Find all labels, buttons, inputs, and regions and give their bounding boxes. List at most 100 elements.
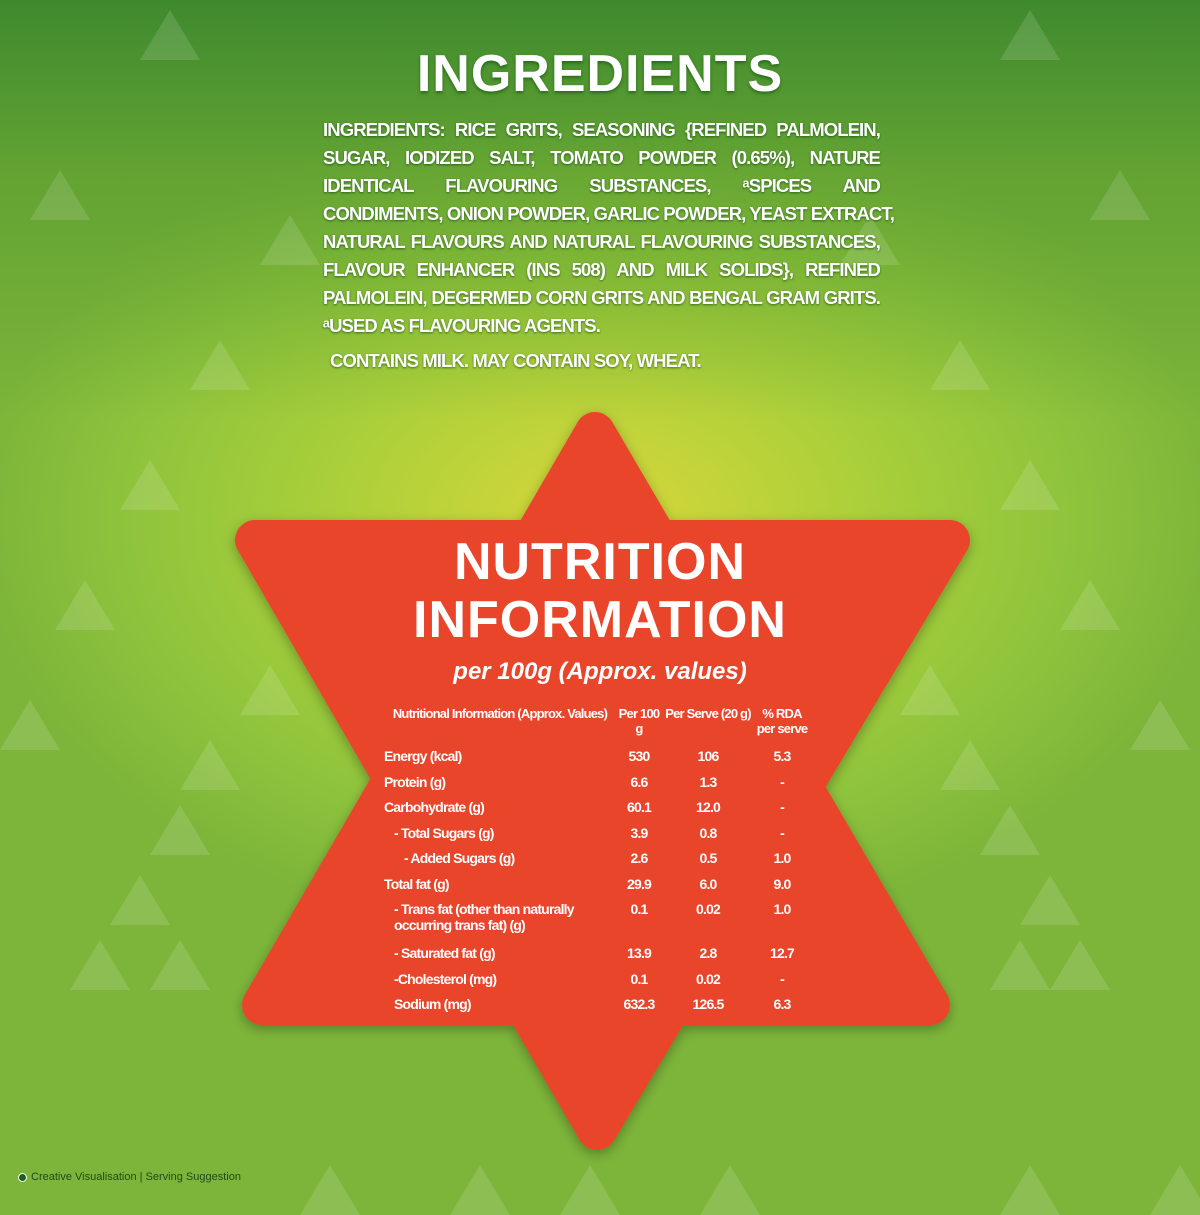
triangle-decoration [30, 170, 90, 220]
nutrition-title-line2: INFORMATION [413, 591, 787, 649]
nutrient-name: Sodium (mg) [394, 996, 472, 1012]
nutrient-value: 60.1 [626, 799, 652, 815]
nutrient-value: 0.5 [699, 850, 717, 866]
nutrient-value: - [780, 773, 785, 790]
table-row: -Cholesterol (mg) 0.1 0.02 - [384, 971, 810, 997]
ingredients-line: NATURAL FLAVOURS AND NATURAL FLAVOURING … [323, 231, 881, 252]
table-row: - Saturated fat (g) 13.9 2.8 12.7 [384, 945, 810, 971]
nutrient-value: 106 [697, 748, 720, 764]
nutrition-title-line1: NUTRITION [453, 533, 747, 591]
footer-note-text: Creative Visualisation | Serving Suggest… [31, 1171, 241, 1183]
table-row: Protein (g) 6.6 1.3 - [384, 774, 810, 800]
triangle-decoration [990, 940, 1050, 990]
triangle-decoration [1130, 700, 1190, 750]
nutrient-value: 1.0 [773, 850, 791, 866]
nutrient-name: - Total Sugars (g) [394, 824, 494, 841]
nutrient-value: 12.0 [695, 799, 721, 815]
nutrient-value: - [780, 824, 785, 841]
nutrition-subtitle: per 100g (Approx. values) [453, 658, 747, 685]
triangle-decoration [840, 215, 900, 265]
ingredients-line: FLAVOUR ENHANCER (INS 508) AND MILK SOLI… [323, 259, 881, 280]
nutrient-name: Protein (g) [384, 773, 446, 790]
triangle-decoration [55, 580, 115, 630]
nutrient-name: -Cholesterol (mg) [394, 970, 497, 987]
triangle-decoration [900, 665, 960, 715]
nutrient-value: 530 [628, 748, 651, 764]
nutrient-name: Total fat (g) [384, 875, 450, 892]
header-per-100g: Per 100 g [618, 706, 660, 736]
triangle-decoration [120, 460, 180, 510]
nutrient-value: 1.3 [699, 773, 717, 790]
ingredients-line: CONDIMENTS, ONION POWDER, GARLIC POWDER,… [323, 203, 895, 224]
bullet-icon [18, 1172, 27, 1182]
table-row: Sodium (mg) 632.3 126.5 6.3 [384, 996, 810, 1022]
nutrient-value: 12.7 [769, 945, 795, 961]
nutrient-value: 0.02 [695, 970, 721, 987]
nutrient-value: 126.5 [692, 996, 724, 1012]
nutrient-value: 632.3 [623, 996, 655, 1012]
nutrient-name: - Trans fat (other than naturally occurr… [394, 901, 575, 933]
ingredients-line: IDENTICAL FLAVOURING SUBSTANCES, ᵃSPICES… [323, 175, 881, 196]
triangle-decoration [940, 740, 1000, 790]
table-row: Total fat (g) 29.9 6.0 9.0 [384, 876, 810, 902]
nutrient-value: 0.8 [699, 824, 717, 841]
nutrient-value: 29.9 [626, 875, 652, 892]
nutrient-name: - Added Sugars (g) [404, 850, 515, 866]
table-row: - Trans fat (other than naturally occurr… [384, 901, 810, 945]
nutrient-value: 0.1 [630, 901, 648, 917]
triangle-decoration [1050, 940, 1110, 990]
nutrient-value: 6.3 [773, 996, 791, 1012]
ingredients-line: SUGAR, IODIZED SALT, TOMATO POWDER (0.65… [323, 147, 881, 168]
triangle-decoration [930, 340, 990, 390]
footer-note: Creative Visualisation | Serving Suggest… [18, 1171, 241, 1183]
nutrient-value: 5.3 [773, 748, 791, 764]
triangle-decoration [1020, 875, 1080, 925]
triangle-decoration [260, 215, 320, 265]
nutrition-table: Nutritional Information (Approx. Values)… [384, 706, 810, 1022]
nutrient-value: 13.9 [626, 945, 652, 961]
nutrient-value: - [780, 970, 785, 987]
nutrient-value: 3.9 [630, 824, 648, 841]
header-rda: % RDA per serve [756, 706, 808, 736]
background-shade [0, 0, 1200, 420]
ingredients-line: INGREDIENTS: RICE GRITS, SEASONING {REFI… [323, 119, 881, 140]
nutrient-value: 1.0 [773, 901, 791, 917]
triangle-decoration [1000, 460, 1060, 510]
triangle-decoration [1060, 580, 1120, 630]
table-row: - Added Sugars (g) 2.6 0.5 1.0 [384, 850, 810, 876]
nutrient-name: - Saturated fat (g) [394, 945, 496, 961]
triangle-decoration [980, 805, 1040, 855]
triangle-decoration [110, 875, 170, 925]
table-row: Carbohydrate (g) 60.1 12.0 - [384, 799, 810, 825]
triangle-decoration [180, 740, 240, 790]
triangle-decoration [70, 940, 130, 990]
nutrient-name: Carbohydrate (g) [384, 799, 485, 815]
allergen-statement: CONTAINS MILK. MAY CONTAIN SOY, WHEAT. [330, 350, 702, 371]
triangle-decoration [140, 10, 200, 60]
ingredients-title: INGREDIENTS [416, 45, 784, 103]
nutrient-value: 2.8 [699, 945, 717, 961]
triangle-decoration [150, 940, 210, 990]
nutrient-value: 0.02 [695, 901, 721, 917]
table-row: Energy (kcal) 530 106 5.3 [384, 748, 810, 774]
ingredients-line: PALMOLEIN, DEGERMED CORN GRITS AND BENGA… [323, 287, 881, 308]
triangle-decoration [150, 805, 210, 855]
header-per-serve: Per Serve (20 g) [665, 706, 751, 721]
nutrient-value: 0.1 [630, 970, 648, 987]
table-row: - Total Sugars (g) 3.9 0.8 - [384, 825, 810, 851]
nutrient-value: - [780, 799, 785, 815]
nutrient-name: Energy (kcal) [384, 748, 462, 764]
triangle-decoration [0, 700, 60, 750]
ingredients-line: ᵃUSED AS FLAVOURING AGENTS. [323, 315, 601, 336]
triangle-decoration [1090, 170, 1150, 220]
nutrient-value: 9.0 [773, 875, 791, 892]
header-nutrient: Nutritional Information (Approx. Values) [392, 706, 608, 721]
triangle-decoration [240, 665, 300, 715]
triangle-decoration [190, 340, 250, 390]
nutrient-value: 6.0 [699, 875, 717, 892]
nutrient-value: 2.6 [630, 850, 648, 866]
triangle-decoration [1000, 10, 1060, 60]
nutrient-value: 6.6 [630, 773, 648, 790]
ingredients-text: INGREDIENTS: RICE GRITS, SEASONING {REFI… [323, 116, 895, 340]
